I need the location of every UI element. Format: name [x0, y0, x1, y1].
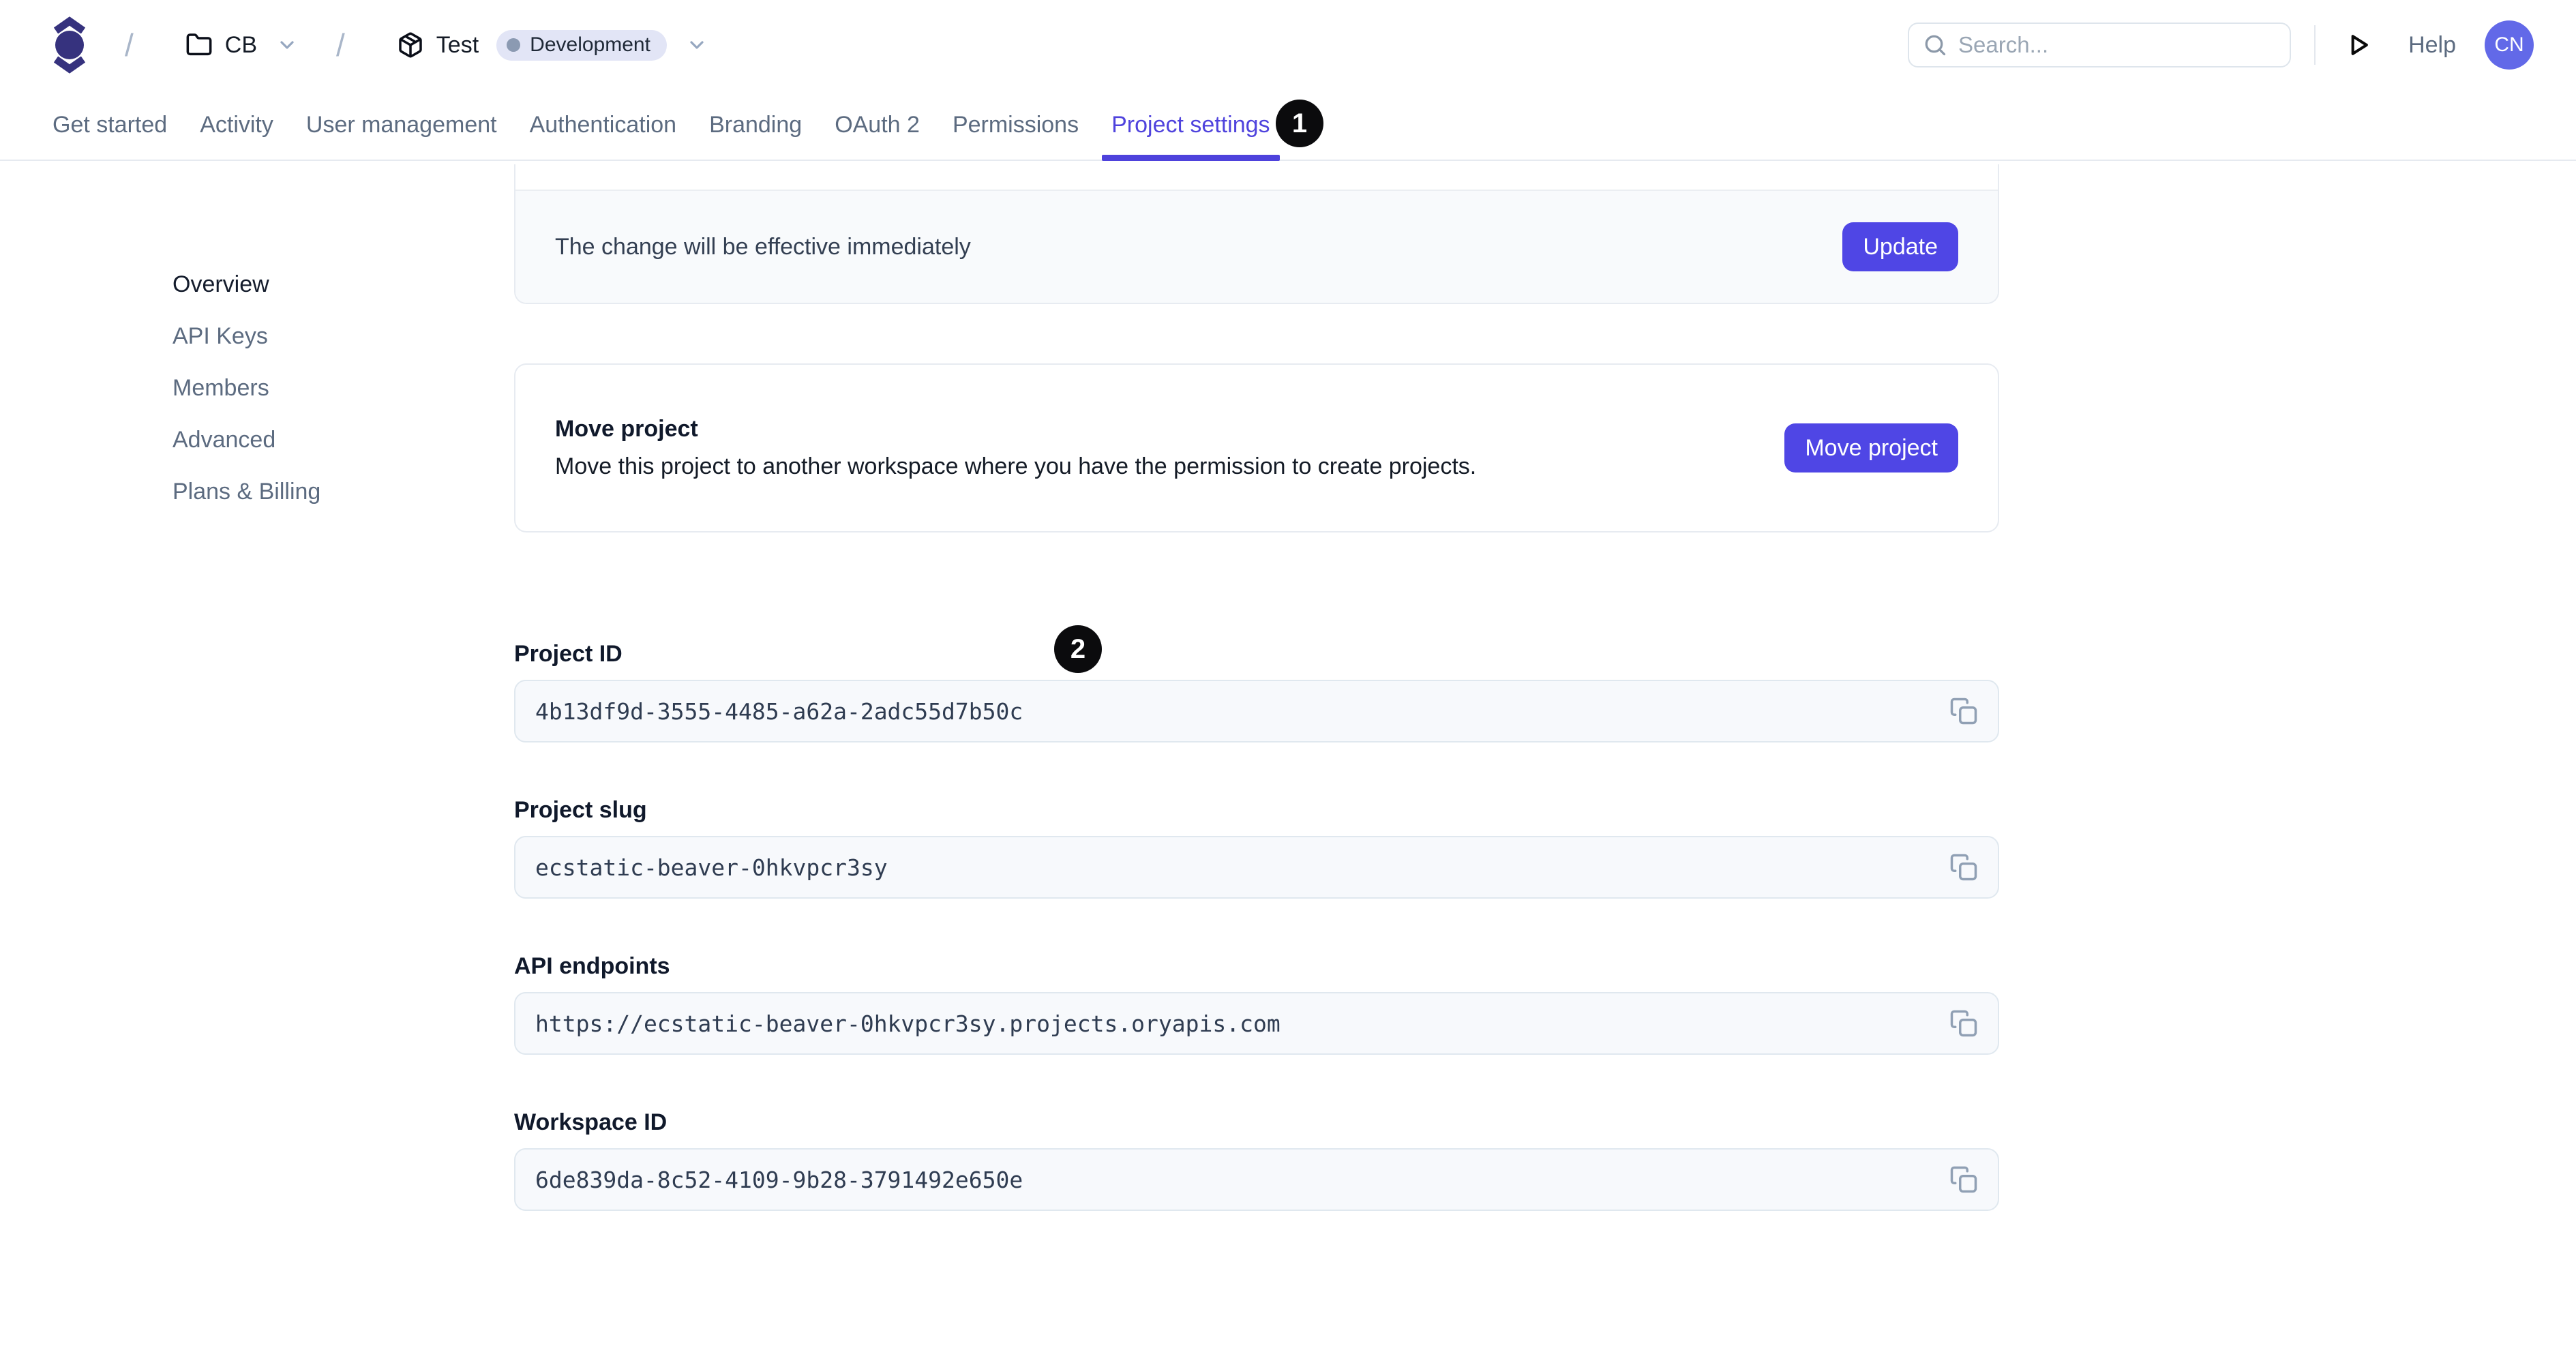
update-button[interactable]: Update	[1842, 222, 1958, 271]
tab-permissions[interactable]: Permissions	[952, 111, 1079, 138]
copy-button[interactable]	[1949, 696, 1979, 726]
field-value: 4b13df9d-3555-4485-a62a-2adc55d7b50c	[535, 698, 1023, 725]
move-project-card: Move project Move this project to anothe…	[514, 363, 1999, 532]
update-card-footer: The change will be effective immediately…	[515, 191, 1998, 303]
project-name: Test	[436, 31, 479, 58]
sidebar-item-overview[interactable]: Overview	[173, 271, 269, 297]
move-project-button[interactable]: Move project	[1784, 423, 1958, 472]
project-fields: Project ID 4b13df9d-3555-4485-a62a-2adc5…	[514, 641, 1999, 1211]
field-project-slug: Project slug ecstatic-beaver-0hkvpcr3sy	[514, 797, 1999, 899]
field-label: API endpoints	[514, 953, 670, 979]
field-label: Project slug	[514, 797, 647, 823]
header-divider	[2314, 25, 2316, 65]
update-card-body	[515, 164, 1998, 191]
annotation-marker-1: 1	[1276, 100, 1323, 147]
breadcrumb-separator: /	[336, 27, 345, 63]
workspace-switcher[interactable]: CB	[185, 31, 298, 59]
breadcrumb-separator: /	[125, 27, 134, 63]
copy-button[interactable]	[1949, 1008, 1979, 1038]
environment-label: Development	[530, 33, 650, 56]
tab-bar: Get started Activity User management Aut…	[0, 90, 2576, 161]
field-value-box: https://ecstatic-beaver-0hkvpcr3sy.proje…	[514, 992, 1999, 1055]
copy-button[interactable]	[1949, 852, 1979, 882]
settings-sidebar: Overview API Keys Members Advanced Plans…	[0, 161, 514, 518]
tab-get-started[interactable]: Get started	[53, 111, 168, 138]
field-project-id: Project ID 4b13df9d-3555-4485-a62a-2adc5…	[514, 641, 1999, 742]
search-icon	[1925, 35, 1946, 56]
help-link[interactable]: Help	[2408, 31, 2456, 58]
field-label: Project ID	[514, 641, 623, 667]
project-switcher[interactable]: Test Development	[397, 29, 708, 61]
copy-icon	[1950, 1166, 1977, 1193]
tab-user-management[interactable]: User management	[305, 111, 497, 138]
ory-logo-icon[interactable]	[53, 16, 87, 74]
sidebar-item-advanced[interactable]: Advanced	[173, 426, 276, 453]
annotation-marker-2: 2	[1054, 625, 1102, 673]
field-value: ecstatic-beaver-0hkvpcr3sy	[535, 854, 888, 881]
user-avatar[interactable]: CN	[2485, 20, 2534, 70]
top-bar: / CB / Test Development	[0, 0, 2576, 90]
tab-oauth2[interactable]: OAuth 2	[835, 111, 920, 138]
sidebar-item-plans-billing[interactable]: Plans & Billing	[173, 478, 321, 505]
content-area: Overview API Keys Members Advanced Plans…	[0, 161, 2576, 1211]
move-project-description: Move this project to another workspace w…	[555, 453, 1477, 479]
folder-icon	[186, 33, 212, 56]
move-project-title: Move project	[555, 416, 698, 442]
field-label: Workspace ID	[514, 1109, 668, 1135]
field-workspace-id: Workspace ID 6de839da-8c52-4109-9b28-379…	[514, 1109, 1999, 1211]
search-input[interactable]	[1958, 32, 2277, 58]
sidebar-item-members[interactable]: Members	[173, 374, 269, 401]
tab-branding[interactable]: Branding	[709, 111, 803, 138]
package-icon	[399, 32, 422, 58]
update-card: The change will be effective immediately…	[514, 164, 1999, 304]
environment-badge: Development	[496, 29, 667, 61]
environment-dot-icon	[507, 38, 521, 52]
chevron-down-icon	[690, 41, 704, 49]
settings-main: The change will be effective immediately…	[514, 161, 1999, 1211]
play-icon[interactable]	[2343, 30, 2373, 60]
copy-icon	[1950, 1010, 1977, 1037]
field-value-box: 6de839da-8c52-4109-9b28-3791492e650e	[514, 1148, 1999, 1211]
move-project-text: Move project Move this project to anothe…	[555, 416, 1476, 480]
update-note: The change will be effective immediately	[555, 233, 971, 260]
tab-authentication[interactable]: Authentication	[529, 111, 677, 138]
chevron-down-icon	[280, 41, 294, 49]
copy-icon	[1950, 698, 1977, 725]
workspace-name: CB	[224, 31, 258, 58]
field-value-box: 4b13df9d-3555-4485-a62a-2adc55d7b50c	[514, 680, 1999, 742]
field-value: 6de839da-8c52-4109-9b28-3791492e650e	[535, 1166, 1023, 1193]
tab-project-settings[interactable]: Project settings	[1102, 90, 1280, 161]
field-value-box: ecstatic-beaver-0hkvpcr3sy	[514, 836, 1999, 899]
field-api-endpoints: API endpoints https://ecstatic-beaver-0h…	[514, 953, 1999, 1055]
field-value: https://ecstatic-beaver-0hkvpcr3sy.proje…	[535, 1010, 1280, 1037]
search-box[interactable]	[1908, 22, 2292, 68]
tab-activity[interactable]: Activity	[200, 111, 273, 138]
copy-icon	[1950, 854, 1977, 881]
copy-button[interactable]	[1949, 1165, 1979, 1195]
sidebar-item-api-keys[interactable]: API Keys	[173, 322, 268, 349]
